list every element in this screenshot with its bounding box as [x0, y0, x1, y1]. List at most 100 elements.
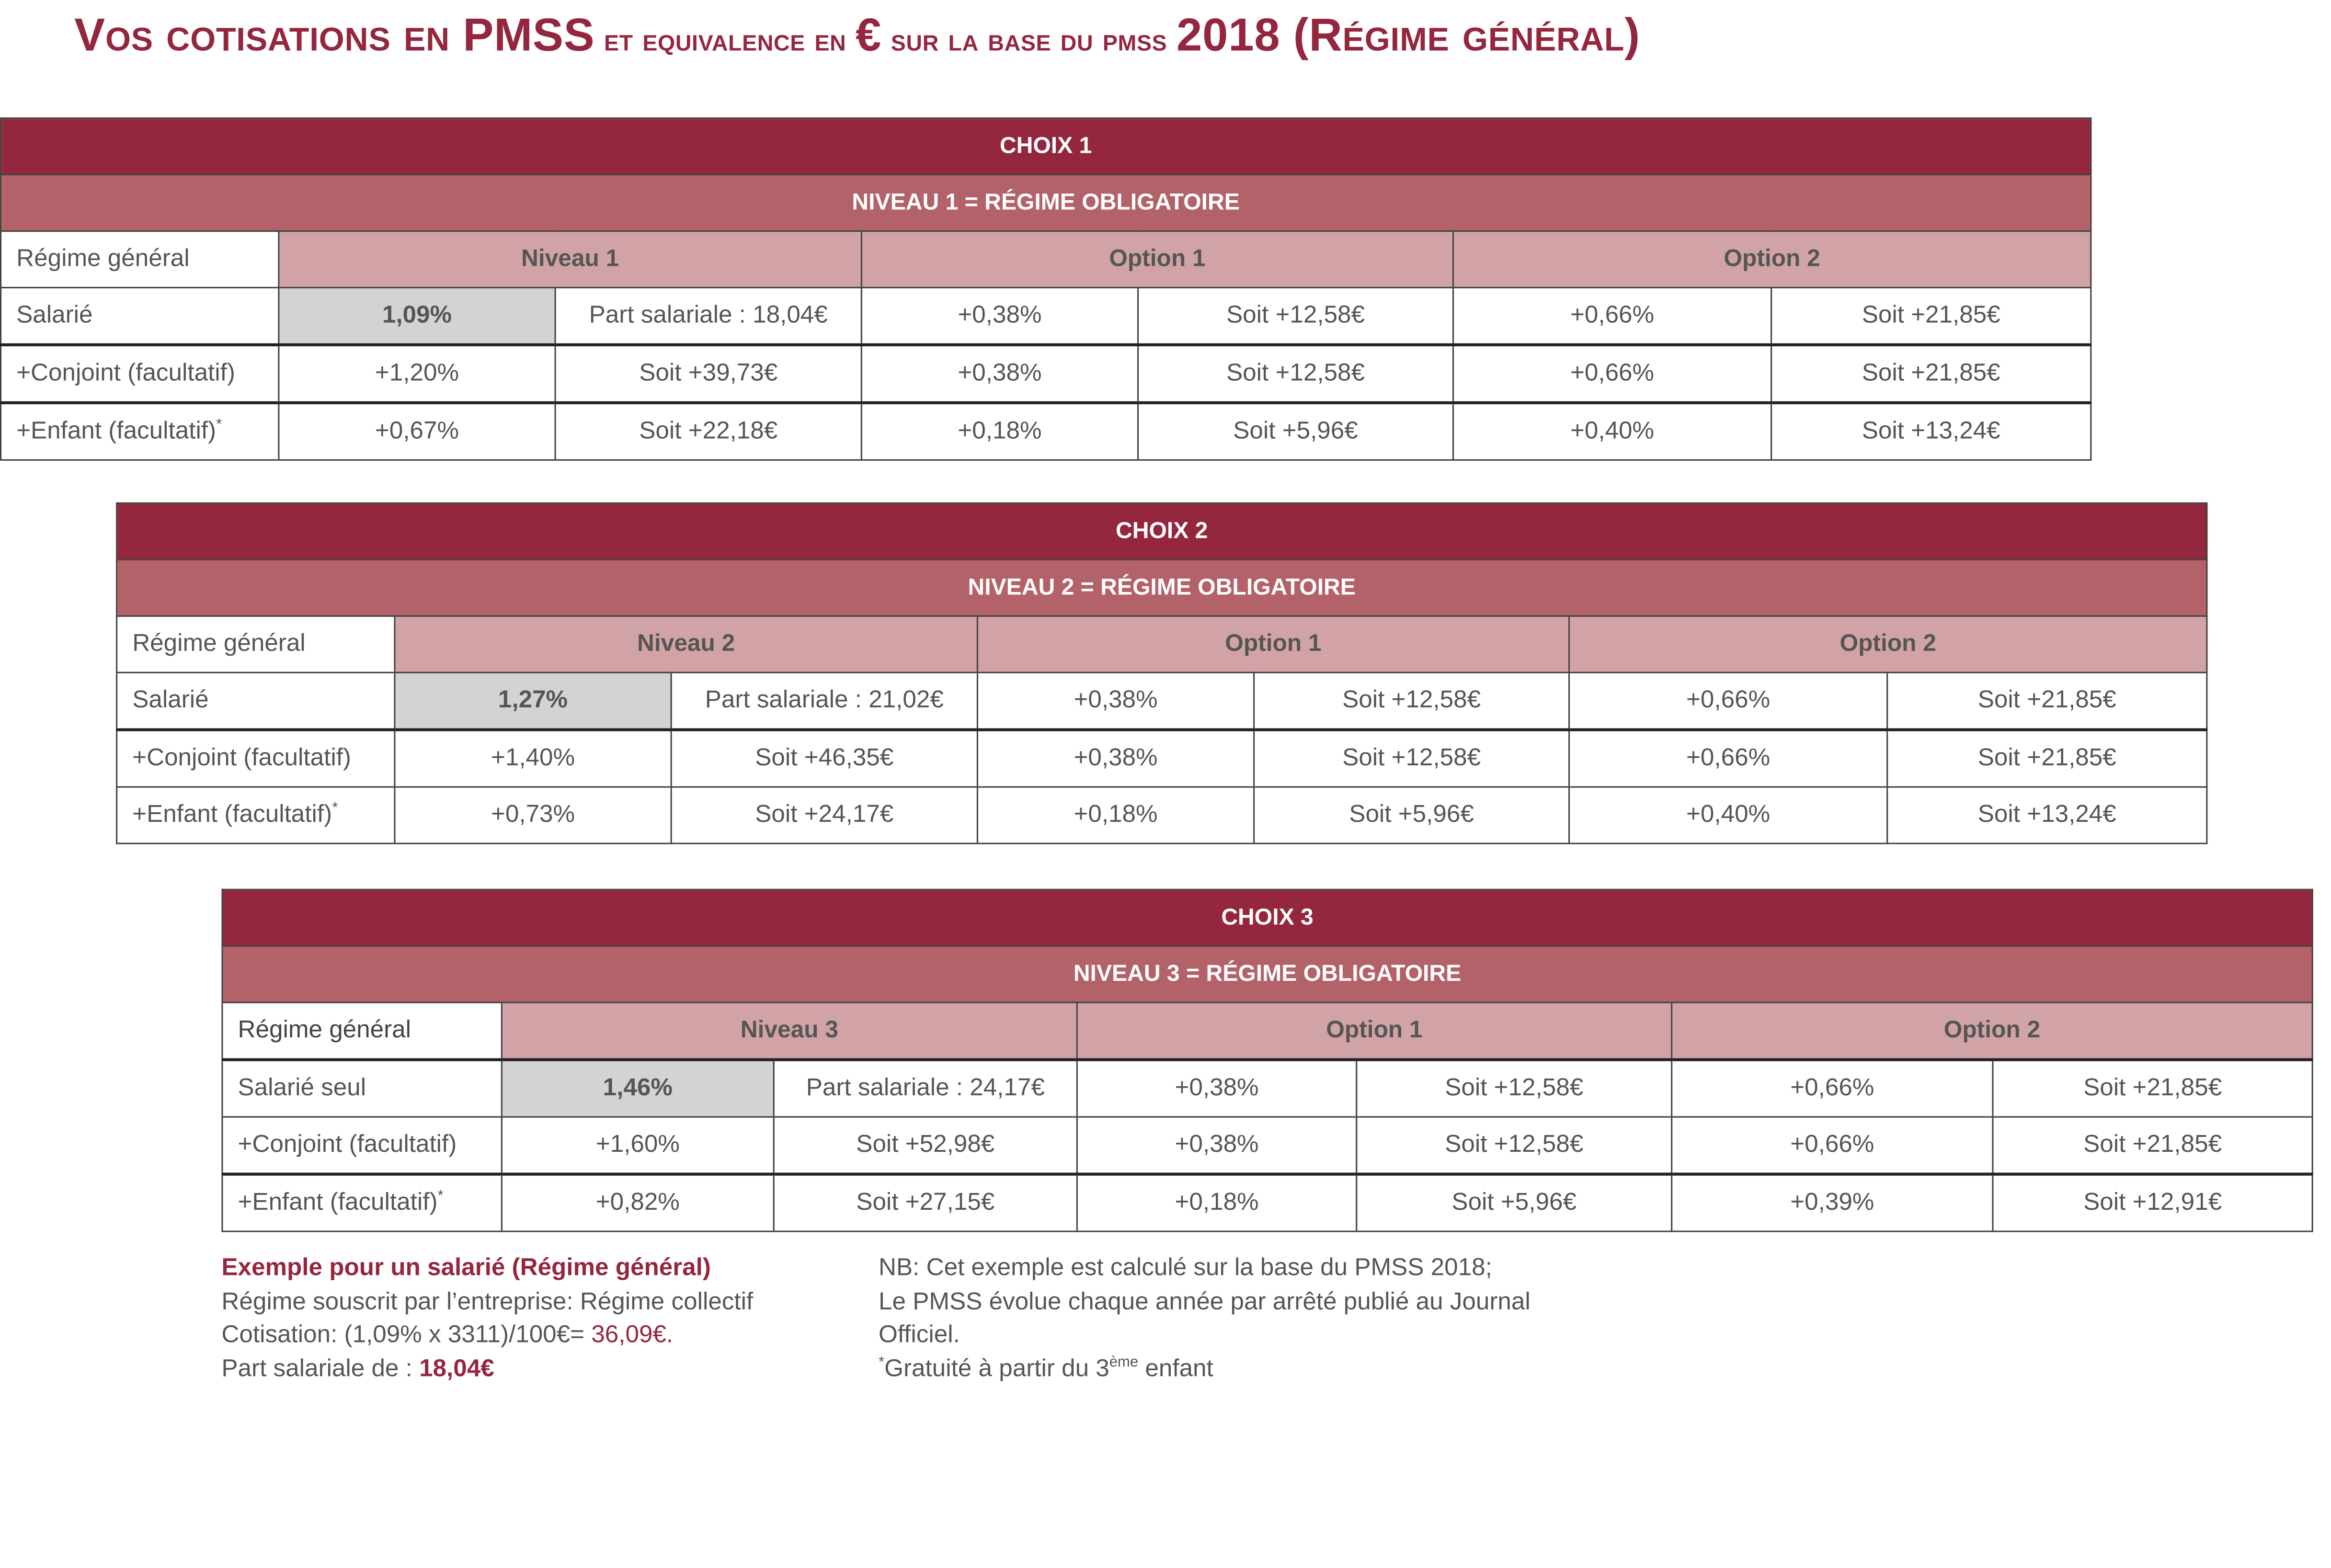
title-euro: € — [856, 9, 882, 61]
table-choix-3: CHOIX 3 NIVEAU 3 = RÉGIME OBLIGATOIRE Ré… — [221, 888, 2313, 1232]
option2-rate: +0,66% — [1452, 286, 1772, 346]
col-header-option-1: Option 1 — [976, 615, 1570, 673]
corner-label: Régime général — [0, 230, 280, 289]
option1-amount: Soit +12,58€ — [1253, 671, 1570, 731]
example-heading: Exemple pour un salarié (Régime général) — [221, 1254, 711, 1282]
option1-amount: Soit +12,58€ — [1137, 286, 1454, 346]
choix-header: CHOIX 2 — [116, 502, 2208, 560]
option2-rate: +0,40% — [1568, 786, 1888, 844]
col-header-option-2: Option 2 — [1671, 1001, 2313, 1061]
table-row: +Conjoint (facultatif) +1,40% Soit +46,3… — [116, 728, 2208, 788]
option1-amount: Soit +12,58€ — [1253, 728, 1570, 788]
footnote-marker: * — [332, 800, 338, 817]
col-header-niveau: Niveau 3 — [501, 1001, 1078, 1061]
title-part: et equivalence en — [594, 21, 856, 58]
option2-rate: +0,40% — [1452, 401, 1772, 461]
niveau-header: NIVEAU 2 = RÉGIME OBLIGATOIRE — [116, 558, 2208, 617]
niveau-amount: Soit +39,73€ — [554, 343, 862, 404]
option2-rate: +0,66% — [1671, 1116, 1994, 1175]
row-label: +Enfant (facultatif)* — [0, 401, 280, 461]
table-row: Salarié 1,09% Part salariale : 18,04€ +0… — [0, 286, 2092, 346]
niveau-amount: Soit +24,17€ — [670, 786, 978, 844]
footnote-text: Gratuité à partir du 3 — [884, 1354, 1109, 1382]
niveau-header: NIVEAU 3 = RÉGIME OBLIGATOIRE — [221, 945, 2313, 1003]
title-pmss: PMSS — [463, 9, 595, 61]
option1-amount: Soit +12,58€ — [1356, 1058, 1673, 1118]
table-row: +Conjoint (facultatif) +1,60% Soit +52,9… — [221, 1116, 2313, 1175]
row-label: Salarié — [0, 286, 280, 346]
row-label-text: +Enfant (facultatif) — [132, 801, 332, 828]
option1-rate: +0,38% — [1076, 1116, 1358, 1175]
option1-amount: Soit +12,58€ — [1137, 343, 1454, 404]
niveau-rate: +0,73% — [394, 786, 672, 844]
option2-amount: Soit +21,85€ — [1992, 1116, 2313, 1175]
example-block: Exemple pour un salarié (Régime général)… — [221, 1251, 753, 1385]
title-regime: (Régime général) — [1280, 9, 1640, 61]
option1-rate: +0,38% — [976, 671, 1255, 731]
option2-rate: +0,39% — [1671, 1172, 1994, 1232]
example-regime-line: Régime souscrit par l’entreprise: Régime… — [221, 1288, 754, 1315]
base-rate: 1,09% — [278, 286, 556, 346]
table-choix-1: CHOIX 1 NIVEAU 1 = RÉGIME OBLIGATOIRE Ré… — [0, 117, 2092, 461]
option1-rate: +0,38% — [976, 728, 1255, 788]
row-label: +Enfant (facultatif)* — [116, 786, 396, 844]
example-part-line: Part salariale de : 18,04€ — [221, 1352, 753, 1385]
option1-amount: Soit +5,96€ — [1137, 401, 1454, 461]
niveau-rate: +0,82% — [501, 1172, 775, 1232]
option2-amount: Soit +21,85€ — [1992, 1058, 2313, 1118]
footnote-text: enfant — [1138, 1354, 1213, 1382]
option2-rate: +0,66% — [1452, 343, 1772, 404]
niveau-rate: +0,67% — [278, 401, 556, 461]
niveau-amount: Part salariale : 18,04€ — [554, 286, 862, 346]
option1-amount: Soit +5,96€ — [1253, 786, 1570, 844]
option1-rate: +0,38% — [860, 286, 1139, 346]
footnote-marker: * — [216, 417, 222, 433]
option2-amount: Soit +13,24€ — [1886, 786, 2208, 844]
footnote-line: *Gratuité à partir du 3ème enfant — [879, 1352, 1531, 1385]
example-cotisation-line: Cotisation: (1,09% x 3311)/100€= 36,09€. — [221, 1318, 753, 1352]
option2-amount: Soit +21,85€ — [1886, 671, 2208, 731]
option1-rate: +0,18% — [1076, 1172, 1358, 1232]
niveau-amount: Soit +22,18€ — [554, 401, 862, 461]
row-label: +Conjoint (facultatif) — [221, 1116, 503, 1175]
note-block: NB: Cet exemple est calculé sur la base … — [879, 1251, 1531, 1385]
page-title: Vos cotisations en PMSS et equivalence e… — [74, 9, 1640, 63]
note-line: NB: Cet exemple est calculé sur la base … — [879, 1254, 1492, 1282]
col-header-option-2: Option 2 — [1568, 615, 2208, 673]
corner-label: Régime général — [221, 1001, 503, 1061]
option2-amount: Soit +13,24€ — [1771, 401, 2092, 461]
footnote-marker: * — [437, 1188, 444, 1205]
option2-amount: Soit +21,85€ — [1771, 343, 2092, 404]
option1-rate: +0,38% — [1076, 1058, 1358, 1118]
col-header-option-1: Option 1 — [1076, 1001, 1673, 1061]
row-label: +Conjoint (facultatif) — [116, 728, 396, 788]
table-row: +Enfant (facultatif)* +0,73% Soit +24,17… — [116, 786, 2208, 844]
option2-rate: +0,66% — [1568, 728, 1888, 788]
row-label-text: +Enfant (facultatif) — [16, 418, 217, 444]
option1-rate: +0,18% — [976, 786, 1255, 844]
option1-amount: Soit +5,96€ — [1356, 1172, 1673, 1232]
cotisation-formula: Cotisation: (1,09% x 3311)/100€= — [221, 1321, 592, 1348]
option2-rate: +0,66% — [1568, 671, 1888, 731]
row-label-text: +Enfant (facultatif) — [238, 1189, 438, 1216]
col-header-option-2: Option 2 — [1452, 230, 2092, 289]
row-label: +Conjoint (facultatif) — [0, 343, 280, 404]
title-part: Vos cotisations en — [74, 9, 463, 61]
col-header-option-1: Option 1 — [860, 230, 1454, 289]
table-row: +Enfant (facultatif)* +0,67% Soit +22,18… — [0, 401, 2092, 461]
niveau-amount: Soit +52,98€ — [773, 1116, 1078, 1175]
niveau-rate: +1,20% — [278, 343, 556, 404]
option1-rate: +0,18% — [860, 401, 1139, 461]
choix-header: CHOIX 1 — [0, 117, 2092, 176]
note-line: Le PMSS évolue chaque année par arrêté p… — [879, 1288, 1531, 1315]
ordinal-suffix: ème — [1109, 1354, 1139, 1371]
niveau-rate: +1,60% — [501, 1116, 775, 1175]
option2-rate: +0,66% — [1671, 1058, 1994, 1118]
col-header-niveau: Niveau 2 — [394, 615, 978, 673]
option1-rate: +0,38% — [860, 343, 1139, 404]
part-salariale-label: Part salariale de : — [221, 1354, 420, 1382]
niveau-rate: +1,40% — [394, 728, 672, 788]
option2-amount: Soit +21,85€ — [1771, 286, 2092, 346]
footnote-marker: * — [879, 1354, 885, 1371]
part-salariale-value: 18,04€ — [419, 1354, 494, 1382]
